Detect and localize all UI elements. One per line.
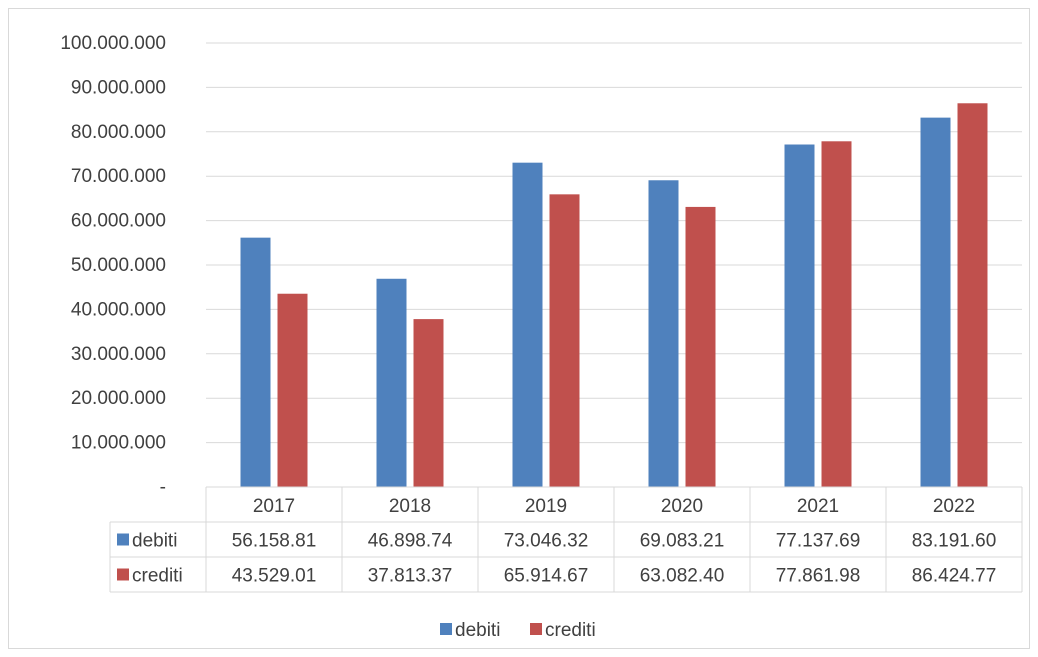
y-tick-label: 100.000.000 xyxy=(60,33,166,54)
y-tick-label: 60.000.000 xyxy=(71,211,166,232)
x-tick-label: 2022 xyxy=(933,496,975,517)
data-table-value: 65.914.67 xyxy=(504,566,589,587)
table-row-label: crediti xyxy=(132,566,183,587)
data-table-value: 46.898.74 xyxy=(368,531,453,552)
bar-debiti-2021 xyxy=(784,144,815,487)
x-tick-label: 2019 xyxy=(525,496,567,517)
data-table-value: 83.191.60 xyxy=(912,531,997,552)
legend-key-debiti xyxy=(440,623,452,635)
x-tick-label: 2017 xyxy=(253,496,295,517)
data-table-value: 77.137.69 xyxy=(776,531,861,552)
bar-crediti-2017 xyxy=(277,293,308,487)
data-table-value: 63.082.40 xyxy=(640,566,725,587)
y-tick-label: 20.000.000 xyxy=(71,388,166,409)
y-tick-label: 90.000.000 xyxy=(71,77,166,98)
data-table-value: 86.424.77 xyxy=(912,566,997,587)
y-tick-label: 10.000.000 xyxy=(71,433,166,454)
data-table-value: 77.861.98 xyxy=(776,566,861,587)
legend-label: debiti xyxy=(455,620,500,641)
x-tick-label: 2021 xyxy=(797,496,839,517)
table-row-label: debiti xyxy=(132,531,177,552)
bar-debiti-2019 xyxy=(512,162,543,488)
bar-debiti-2017 xyxy=(240,237,271,487)
y-tick-label: - xyxy=(160,477,166,498)
legend-label: crediti xyxy=(545,620,596,641)
x-tick-label: 2020 xyxy=(661,496,703,517)
data-table-value: 43.529.01 xyxy=(232,566,317,587)
bar-crediti-2022 xyxy=(957,103,988,487)
y-tick-label: 30.000.000 xyxy=(71,344,166,365)
y-tick-label: 50.000.000 xyxy=(71,255,166,276)
data-table-value: 37.813.37 xyxy=(368,566,453,587)
data-table-value: 73.046.32 xyxy=(504,531,589,552)
legend-key-crediti xyxy=(530,623,542,635)
bar-debiti-2020 xyxy=(648,180,679,487)
bar-crediti-2021 xyxy=(821,141,852,487)
data-table-value: 69.083.21 xyxy=(640,531,725,552)
y-tick-label: 40.000.000 xyxy=(71,299,166,320)
data-table-value: 56.158.81 xyxy=(232,531,317,552)
x-tick-label: 2018 xyxy=(389,496,431,517)
bar-debiti-2018 xyxy=(376,278,407,487)
bar-debiti-2022 xyxy=(920,117,951,487)
y-tick-label: 80.000.000 xyxy=(71,122,166,143)
table-legend-key-crediti xyxy=(117,568,129,581)
table-legend-key-debiti xyxy=(117,533,129,546)
bar-crediti-2018 xyxy=(413,319,444,487)
bar-crediti-2019 xyxy=(549,194,580,487)
y-tick-label: 70.000.000 xyxy=(71,166,166,187)
bar-crediti-2020 xyxy=(685,206,716,488)
